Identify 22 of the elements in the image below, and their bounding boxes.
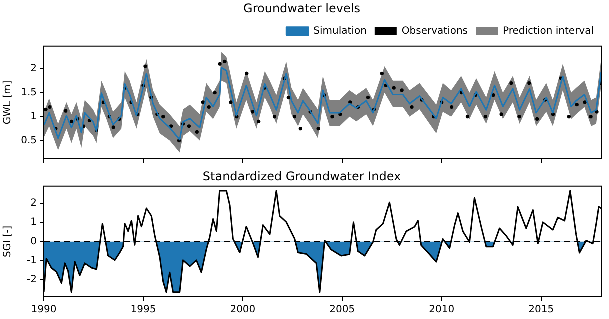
y-tick-label: -1 [27,255,37,266]
y-axis-title: SGI [-] [2,226,14,258]
y-tick-label: 0.5 [21,135,37,146]
y-tick-label: 0 [30,236,37,248]
y-tick-label: 1 [30,111,37,122]
x-tick-label: 2000 [230,304,256,316]
x-tick-label: 1990 [31,304,57,316]
x-tick-label: 1995 [130,304,156,316]
y-tick-label: 2 [30,198,37,210]
y-tick-label: 2 [30,64,37,75]
legend-label: Observations [402,26,468,37]
legend-label: Simulation [314,26,367,37]
x-tick-label: 2015 [528,304,554,316]
y-tick-label: 1.5 [21,87,37,98]
chart-title: Groundwater levels [244,1,360,16]
y-axis-title: GWL [m] [2,80,14,125]
x-tick-label: 2005 [330,304,356,316]
text: Prediction interval [503,26,594,37]
y-tick-label: 1 [30,217,37,228]
y-tick-label: -2 [27,274,37,286]
chart-title: Standardized Groundwater Index [202,169,402,184]
x-tick-label: 2010 [429,304,455,316]
